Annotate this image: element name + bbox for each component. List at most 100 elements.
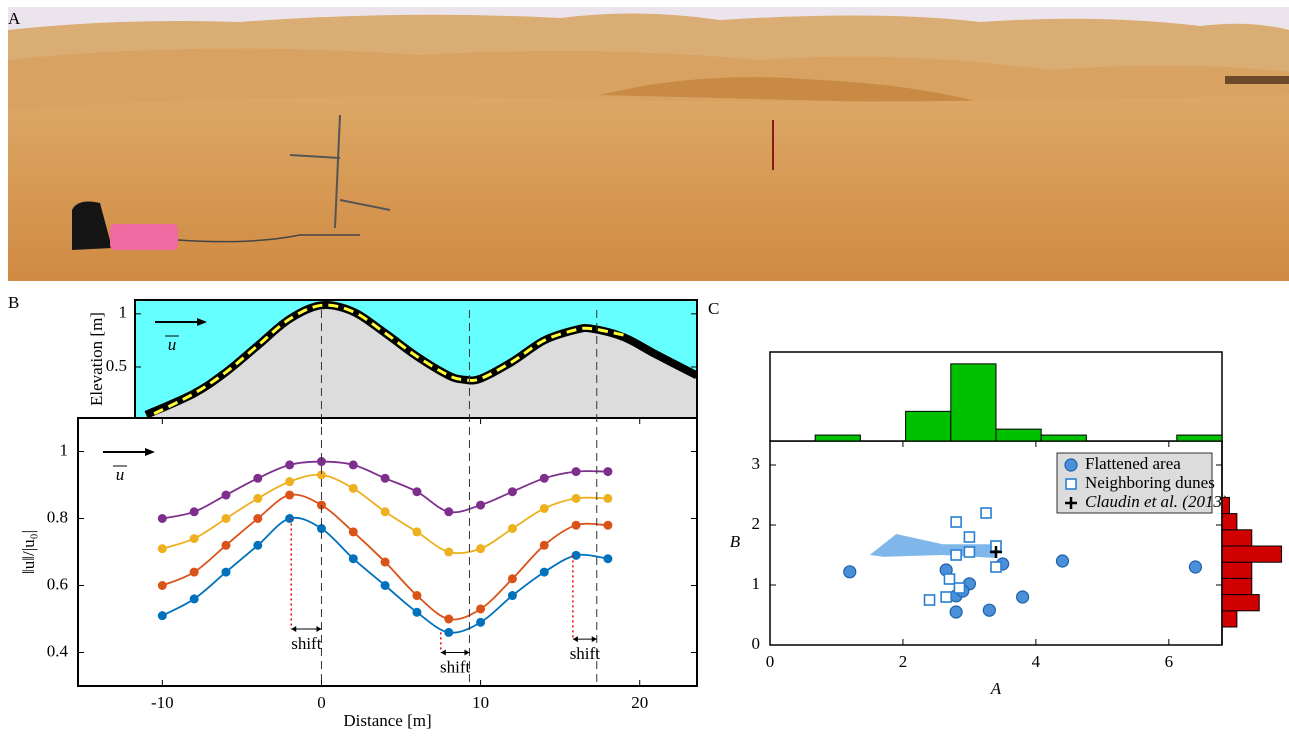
x-tick-label: 10	[472, 693, 489, 712]
plot-area	[144, 301, 697, 418]
data-point	[189, 567, 199, 577]
shift-label: shift	[291, 634, 322, 653]
data-point	[285, 490, 295, 500]
y-tick-label: 0.8	[47, 507, 68, 526]
data-point	[507, 524, 517, 534]
data-point	[539, 540, 549, 550]
legend-marker	[1065, 497, 1077, 509]
point-square	[923, 594, 936, 606]
data-point	[316, 470, 326, 480]
point-circle	[1015, 590, 1030, 604]
x-tick-label: 4	[1032, 652, 1041, 671]
data-point	[539, 567, 549, 577]
y-tick-label: 2	[752, 514, 761, 533]
legend-label: Neighboring dunes	[1085, 473, 1215, 492]
data-point	[571, 493, 581, 503]
data-point	[221, 490, 231, 500]
x-tick-label: -10	[151, 693, 174, 712]
y-tick-label: 1	[119, 303, 128, 322]
panel-label: A	[8, 9, 21, 28]
data-point	[348, 460, 358, 470]
legend	[1056, 452, 1213, 514]
arrow-label: u	[168, 335, 177, 354]
x-tick-label: 2	[899, 652, 908, 671]
point-circle	[949, 605, 963, 619]
hist-bar	[1221, 594, 1260, 612]
data-point	[157, 544, 167, 554]
point-square	[953, 582, 966, 594]
y-tick-label: 0.5	[106, 356, 127, 375]
data-point	[539, 473, 549, 483]
hist-bar	[1221, 529, 1253, 547]
data-point	[603, 554, 613, 564]
x-tick-label: 0	[766, 652, 775, 671]
data-point	[507, 487, 517, 497]
data-point	[603, 493, 613, 503]
data-point	[285, 514, 295, 523]
hist-bar	[1221, 610, 1238, 628]
point-square	[950, 516, 962, 528]
y-tick-label: 0	[752, 634, 761, 653]
point-square	[940, 591, 952, 603]
y-tick-label: 1	[752, 574, 761, 593]
y-tick-label: 1	[60, 440, 69, 459]
data-point	[348, 527, 358, 537]
data-point	[476, 617, 486, 627]
hist-bar	[1221, 577, 1253, 596]
shift-label: shift	[570, 644, 601, 663]
y-axis-label: ‖u‖/|u₀|	[19, 530, 38, 574]
point-square	[990, 561, 1002, 573]
legend-marker	[1065, 478, 1077, 490]
legend-marker	[1064, 458, 1078, 472]
plot-frame	[77, 417, 698, 687]
data-point	[412, 487, 422, 497]
data-point	[253, 473, 263, 483]
x-axis-label: A	[990, 679, 1002, 698]
data-point	[412, 527, 422, 537]
data-point	[380, 557, 390, 567]
data-point	[412, 591, 422, 601]
data-point	[444, 507, 454, 517]
hist-bar	[995, 428, 1042, 442]
data-point	[603, 520, 613, 530]
data-point	[348, 483, 358, 493]
data-point	[412, 607, 422, 617]
shift-arrow-head	[572, 636, 597, 643]
panel-label: C	[708, 299, 719, 318]
y-tick-label: 0.4	[47, 641, 69, 660]
y-axis-label: Elevation [m]	[87, 312, 106, 406]
data-point	[189, 594, 199, 604]
data-point	[157, 611, 167, 621]
data-point	[285, 460, 295, 470]
hist-bar	[814, 434, 861, 442]
data-point	[539, 503, 549, 513]
fit-line	[153, 303, 625, 416]
data-point	[444, 614, 454, 624]
data-point	[444, 547, 454, 557]
flow-arrow-head	[145, 448, 155, 456]
x-tick-label: 0	[317, 693, 326, 712]
point-square	[963, 546, 976, 558]
hist-bar	[950, 363, 997, 442]
legend-label: Flattened area	[1085, 454, 1181, 473]
hist-bar	[1221, 513, 1238, 531]
data-point	[380, 473, 390, 483]
data-point	[476, 604, 486, 614]
data-point	[507, 574, 517, 584]
hist-bar	[1221, 545, 1283, 563]
data-point	[285, 477, 295, 487]
data-point	[316, 457, 326, 467]
hist-bar	[1176, 434, 1223, 442]
point-square	[980, 507, 992, 519]
data-point	[316, 524, 326, 534]
data-point	[189, 507, 199, 517]
data-point	[571, 467, 581, 477]
x-tick-label: 6	[1165, 652, 1174, 671]
data-point	[571, 550, 581, 560]
hist-bar	[1221, 496, 1230, 515]
data-point	[476, 500, 486, 510]
y-tick-label: 0.6	[47, 574, 68, 593]
data-point	[603, 467, 613, 477]
point-square	[950, 549, 962, 561]
